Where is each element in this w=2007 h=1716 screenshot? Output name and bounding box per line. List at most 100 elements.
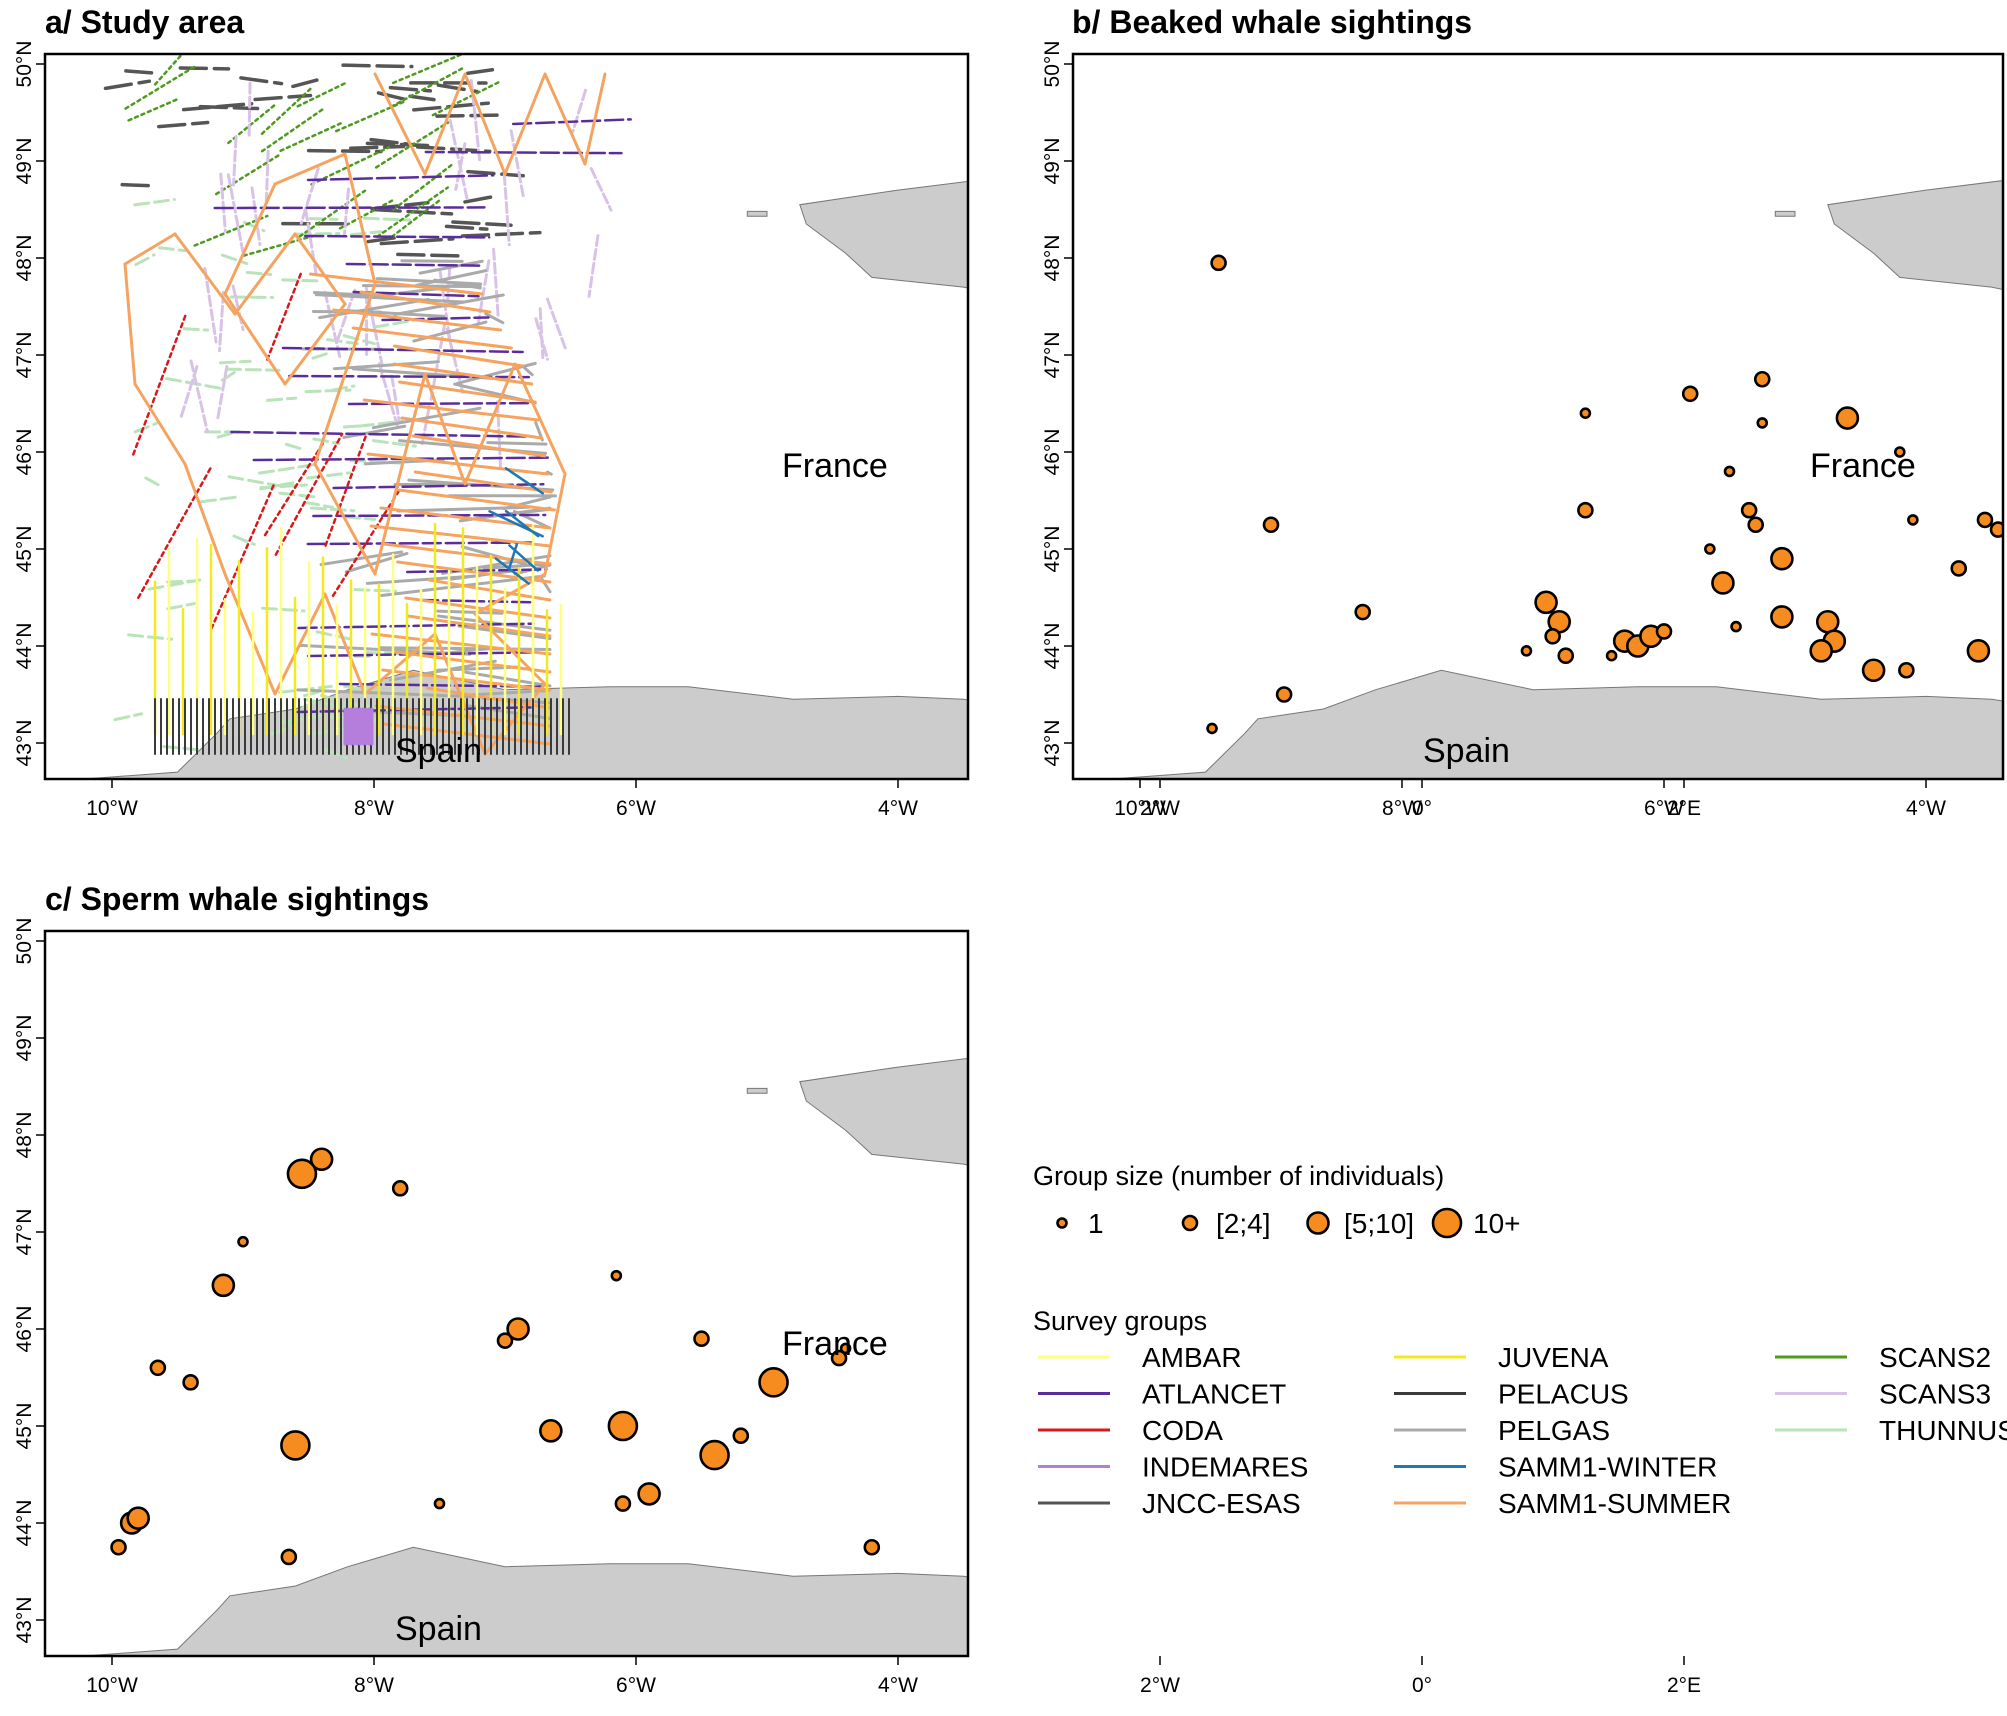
lat-tick-label: 43°N — [13, 720, 36, 767]
survey-legend-label: JNCC-ESAS — [1142, 1488, 1301, 1519]
survey-track-segment — [263, 439, 326, 537]
survey-track-segment — [264, 149, 270, 210]
survey-track-segment — [583, 72, 607, 166]
sighting-point — [1127, 1472, 1141, 1486]
sighting-point — [1809, 639, 1833, 663]
survey-track-segment — [299, 166, 320, 225]
lon-tick-label: 6°W — [616, 797, 656, 820]
sighting-point — [1894, 446, 1906, 458]
panel-study-area: a/ Study area 10°W 8°W 6°W 4°W 2°W 0° 2°E 43°N 4… — [13, 4, 1701, 820]
land-re — [1212, 1308, 1251, 1315]
sighting-point — [1577, 501, 1594, 519]
sighting-point — [149, 1359, 167, 1377]
survey-track-segment — [509, 129, 526, 200]
survey-track-segment — [571, 88, 588, 134]
sighting-point — [1747, 516, 1764, 534]
survey-track-segment — [463, 194, 498, 204]
sighting-point — [309, 1147, 334, 1172]
lat-tick-label: 46°N — [1041, 429, 1064, 476]
survey-track-segment — [319, 550, 404, 567]
sighting-point — [699, 1439, 730, 1471]
lat-tick-label: 48°N — [13, 1112, 36, 1159]
sighting-point — [732, 1427, 750, 1444]
survey-track-segment — [463, 72, 507, 176]
sighting-point — [1038, 1538, 1047, 1547]
survey-track-segment — [396, 560, 552, 584]
sighting-point — [1008, 1407, 1036, 1435]
survey-track-segment — [189, 359, 209, 434]
survey-track-segment — [331, 488, 402, 598]
survey-track-segment — [451, 220, 513, 227]
survey-track-segment — [232, 534, 256, 546]
survey-track-segment — [396, 505, 531, 513]
survey-track-segment — [369, 137, 430, 149]
sighting-point — [610, 1269, 623, 1282]
map-land-c — [77, 1057, 1251, 1656]
survey-track-segment — [396, 252, 463, 258]
survey-track-segment — [341, 63, 414, 69]
survey-track-segment — [261, 606, 306, 613]
survey-track-segment — [466, 169, 525, 178]
sighting-point — [1354, 603, 1371, 621]
label-france-c: France — [782, 1325, 888, 1363]
lat-tick-label: 49°N — [13, 138, 36, 185]
survey-track-segment — [545, 470, 553, 476]
survey-track-segment — [365, 574, 482, 585]
survey-track-segment — [165, 377, 223, 390]
survey-track-segment — [303, 500, 335, 509]
panel-a-title: a/ Study area — [45, 4, 244, 40]
survey-track-segment — [308, 272, 484, 296]
survey-track-segment — [296, 81, 348, 108]
survey-track-segment — [521, 364, 534, 377]
survey-track-segment — [230, 430, 529, 438]
survey-track-segment — [587, 234, 600, 299]
map-frame-a — [43, 52, 970, 781]
lon-tick-label: 4°W — [878, 797, 918, 820]
survey-track-segment — [464, 670, 552, 688]
survey-track-segment — [431, 81, 500, 117]
sighting-point — [1520, 645, 1533, 657]
sighting-point — [1129, 1426, 1138, 1435]
sighting-point — [1770, 605, 1794, 629]
survey-track-segment — [369, 524, 552, 548]
survey-track-segment — [279, 122, 342, 153]
survey-track-segment — [266, 396, 298, 402]
survey-track-segment — [325, 338, 359, 346]
survey-track-segment — [304, 388, 352, 394]
survey-track-segment — [320, 693, 343, 704]
survey-track-segment — [253, 93, 313, 102]
sighting-point — [1756, 417, 1769, 429]
survey-track-segment — [323, 290, 342, 360]
sighting-point — [637, 1482, 661, 1506]
survey-track-segment — [424, 150, 623, 155]
survey-track-segment — [266, 270, 303, 361]
lat-tick-label: 45°N — [13, 526, 36, 573]
survey-track-segment — [103, 79, 152, 91]
survey-track-segment — [507, 542, 519, 571]
survey-legend-label: THUNNUS — [1879, 1415, 2007, 1446]
axes-a: 10°W 8°W 6°W 4°W 2°W 0° 2°E 43°N 44°N 45°N 46°N 47°… — [13, 41, 1701, 820]
survey-track-segment — [494, 557, 530, 585]
survey-track-segment — [397, 488, 556, 512]
lon-tick-label: 2°E — [1667, 1674, 1701, 1697]
survey-track-segment — [390, 198, 442, 238]
survey-track-segment — [362, 216, 412, 222]
sighting-point — [1753, 370, 1771, 388]
survey-track-segment — [306, 471, 352, 480]
sighting-point — [839, 1342, 852, 1355]
survey-track-segment — [273, 592, 327, 696]
survey-track-segment — [218, 359, 252, 365]
survey-track-segment — [545, 297, 568, 353]
survey-track-segment — [488, 510, 544, 538]
survey-track-segment — [183, 462, 227, 576]
lat-tick-label: 50°N — [13, 918, 36, 965]
size-legend-symbol — [1431, 1207, 1463, 1239]
map-frame-c — [43, 929, 970, 1658]
land-spain — [77, 1546, 968, 1656]
survey-track-segment — [219, 172, 227, 233]
survey-track-segment — [281, 278, 320, 283]
survey-track-segment — [223, 292, 287, 386]
survey-tracks — [103, 54, 632, 760]
survey-track-segment — [503, 72, 547, 176]
